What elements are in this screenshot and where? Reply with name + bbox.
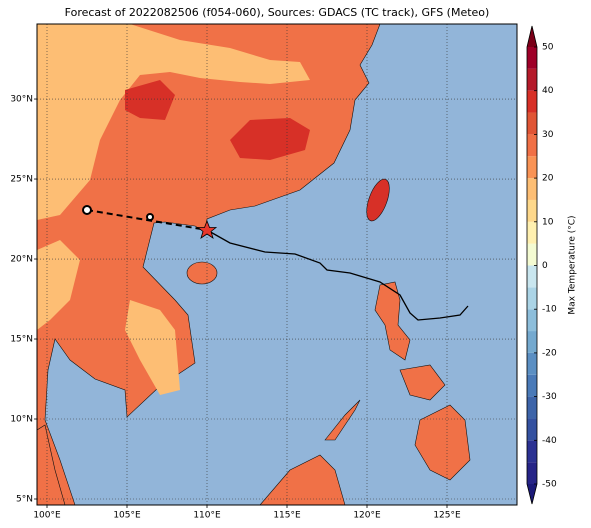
colorbar-tick-label: -10 [542, 305, 557, 315]
title: Forecast of 2022082506 (f054-060), Sourc… [65, 6, 490, 19]
colorbar-segment [527, 396, 537, 419]
grid [37, 24, 517, 505]
colorbar-segment [527, 199, 537, 222]
colorbar: -50 -40 -30 -20 -10 0 10 20 30 40 50 [526, 25, 557, 505]
storm-position [196, 219, 218, 239]
hot-region [125, 80, 175, 120]
map-frame [36, 23, 518, 506]
visayas [399, 364, 446, 401]
lat-tick-label: 20°N [10, 255, 33, 265]
colorbar-extend [527, 484, 537, 504]
lon-tick-label: 115°E [273, 511, 301, 521]
cool-region [37, 24, 310, 220]
hot-region [230, 118, 310, 160]
hainan [186, 261, 218, 285]
mindanao [414, 404, 471, 481]
lat-tick-label: 25°N [10, 175, 33, 185]
colorbar-tick-label: -40 [542, 436, 557, 446]
colorbar-extend [527, 26, 537, 47]
colorbar-segment [527, 440, 537, 463]
colorbar-segment [527, 309, 537, 332]
track-point [82, 205, 92, 215]
malay-peninsula [37, 424, 66, 505]
colorbar-segment [527, 243, 537, 266]
colorbar-segment [527, 374, 537, 397]
colorbar-segment [527, 221, 537, 244]
colorbar-segment [527, 178, 537, 200]
colorbar-segment [527, 156, 537, 179]
borneo [259, 454, 346, 505]
lat-tick-label: 30°N [10, 95, 33, 105]
map [37, 24, 517, 505]
forecast-track [86, 209, 208, 231]
colorbar-label: Max Temperature (°C) [568, 215, 578, 314]
colorbar-segment [527, 112, 537, 135]
colorbar-tick-label: -30 [542, 392, 557, 402]
lon-tick-label: 105°E [113, 511, 141, 521]
colorbar-segment [527, 418, 537, 441]
cool-region [37, 240, 80, 330]
lat-tick-label: 5°N [16, 495, 33, 505]
colorbar-tick-label: 10 [542, 217, 554, 227]
lon-tick-label: 120°E [353, 511, 381, 521]
lon-tick-label: 100°E [33, 511, 61, 521]
lon-tick-label: 110°E [193, 511, 221, 521]
lon-tick-label: 125°E [433, 511, 461, 521]
colorbar-tick-label: 40 [542, 86, 554, 96]
colorbar-segment [527, 134, 537, 157]
lat-tick-label: 10°N [10, 415, 33, 425]
colorbar-tick-label: -20 [542, 348, 557, 358]
colorbar-segment [527, 47, 537, 69]
colorbar-segment [527, 287, 537, 310]
colorbar-segment [527, 331, 537, 353]
lat-tick-label: 15°N [10, 335, 33, 345]
observed-track [206, 229, 469, 321]
colorbar-segment [527, 352, 537, 375]
colorbar-segment [527, 90, 537, 113]
cool-region [125, 300, 180, 395]
colorbar-segment [527, 68, 537, 91]
colorbar-tick-label: 50 [542, 43, 554, 53]
palawan [324, 399, 361, 441]
colorbar-segment [527, 462, 537, 484]
colorbar-segment [527, 265, 537, 288]
luzon [374, 281, 411, 361]
track-point [146, 213, 154, 221]
colorbar-tick-label: 0 [542, 261, 548, 271]
colorbar-tick-label: 20 [542, 174, 554, 184]
colorbar-tick-label: 30 [542, 130, 554, 140]
colorbar-tick-label: -50 [542, 480, 557, 490]
